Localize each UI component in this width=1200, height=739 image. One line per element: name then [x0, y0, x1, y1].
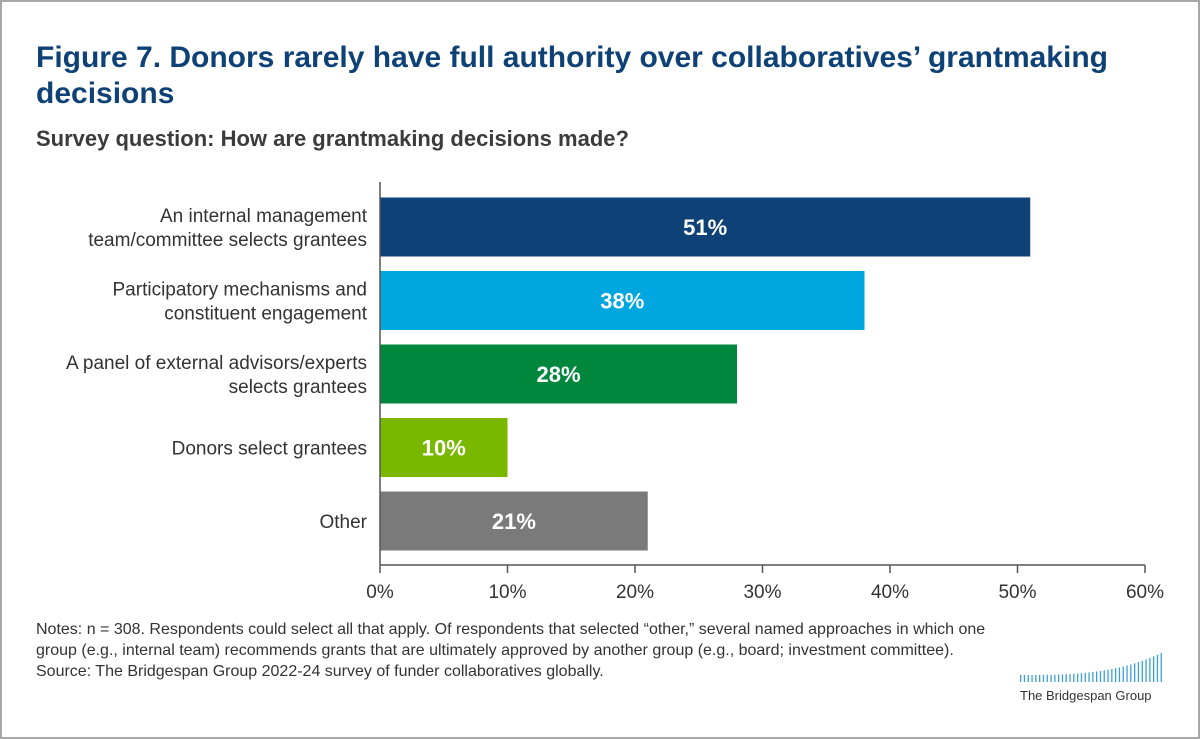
logo-bar — [1088, 672, 1090, 682]
x-tick-label: 10% — [488, 582, 526, 603]
logo-bar — [1092, 672, 1094, 682]
logo-bar — [1065, 674, 1067, 682]
x-tick-label: 20% — [616, 582, 654, 603]
notes-block: Notes: n = 308. Respondents could select… — [36, 619, 1016, 682]
logo-bar — [1130, 664, 1132, 682]
x-tick-label: 60% — [1126, 582, 1164, 603]
logo-bar — [1153, 656, 1155, 682]
logo-bar — [1027, 674, 1029, 682]
logo-bar — [1126, 665, 1128, 682]
logo-bar — [1122, 666, 1124, 682]
logo-bar — [1084, 672, 1086, 682]
x-tick-label: 30% — [743, 582, 781, 603]
logo-bar — [1118, 667, 1121, 682]
logo-bar — [1141, 660, 1143, 682]
logo-bar — [1073, 673, 1075, 682]
logo-bar — [1137, 662, 1140, 682]
bridgespan-logo-icon — [1020, 653, 1162, 682]
bar-value-label: 51% — [683, 215, 727, 240]
logo-bar — [1160, 653, 1162, 682]
logo-bar — [1069, 674, 1071, 682]
category-label: Donors select grantees — [172, 439, 367, 460]
bar-value-label: 28% — [536, 362, 580, 387]
logo-bar — [1080, 673, 1083, 682]
logo-bar — [1023, 674, 1026, 682]
logo-bar — [1058, 674, 1060, 682]
logo-text: The Bridgespan Group — [1020, 688, 1152, 703]
logo-bar — [1061, 674, 1064, 682]
logo-bar — [1020, 675, 1022, 682]
logo-bar — [1103, 670, 1105, 682]
x-tick-label: 0% — [366, 582, 394, 603]
logo-bar — [1046, 674, 1048, 682]
x-tick-label: 40% — [871, 582, 909, 603]
category-label: A panel of external advisors/experts — [66, 353, 367, 374]
logo-bar — [1050, 674, 1052, 682]
logo-bar — [1054, 674, 1056, 682]
logo-bar — [1096, 671, 1098, 682]
bar — [380, 271, 865, 330]
logo-bar — [1156, 654, 1159, 682]
logo-bar — [1111, 668, 1113, 682]
logo-bar — [1031, 674, 1033, 682]
logo-bar — [1077, 673, 1079, 682]
bar-value-label: 21% — [492, 509, 536, 534]
bar — [380, 344, 737, 404]
category-label: selects grantees — [229, 377, 367, 398]
category-label: Participatory mechanisms and — [113, 280, 368, 301]
logo-bar — [1134, 663, 1136, 682]
notes-text: Notes: n = 308. Respondents could select… — [36, 621, 986, 659]
category-label: Other — [319, 512, 367, 533]
logo-bar — [1042, 674, 1045, 682]
bar — [380, 418, 508, 477]
bar-value-label: 10% — [422, 436, 466, 461]
logo-bar — [1107, 669, 1109, 682]
logo-bar — [1035, 674, 1037, 682]
bar-chart: 51% An internal management team/committee … — [66, 182, 1164, 603]
category-label: An internal management — [160, 206, 368, 227]
logo-bar — [1149, 657, 1151, 682]
logo-bar — [1039, 674, 1041, 682]
logo-bar — [1145, 659, 1147, 682]
figure-subtitle: Survey question: How are grantmaking dec… — [36, 126, 629, 151]
bar-value-label: 38% — [600, 289, 644, 314]
logo-bar — [1115, 668, 1117, 682]
x-tick-label: 50% — [998, 582, 1036, 603]
source-text: Source: The Bridgespan Group 2022-24 sur… — [36, 663, 604, 680]
category-label: team/committee selects grantees — [88, 230, 367, 251]
category-label: constituent engagement — [164, 304, 368, 325]
figure-title: Figure 7. Donors rarely have full author… — [36, 41, 1108, 110]
logo-bar — [1099, 670, 1102, 682]
bar — [380, 197, 1031, 257]
bar — [380, 491, 648, 551]
